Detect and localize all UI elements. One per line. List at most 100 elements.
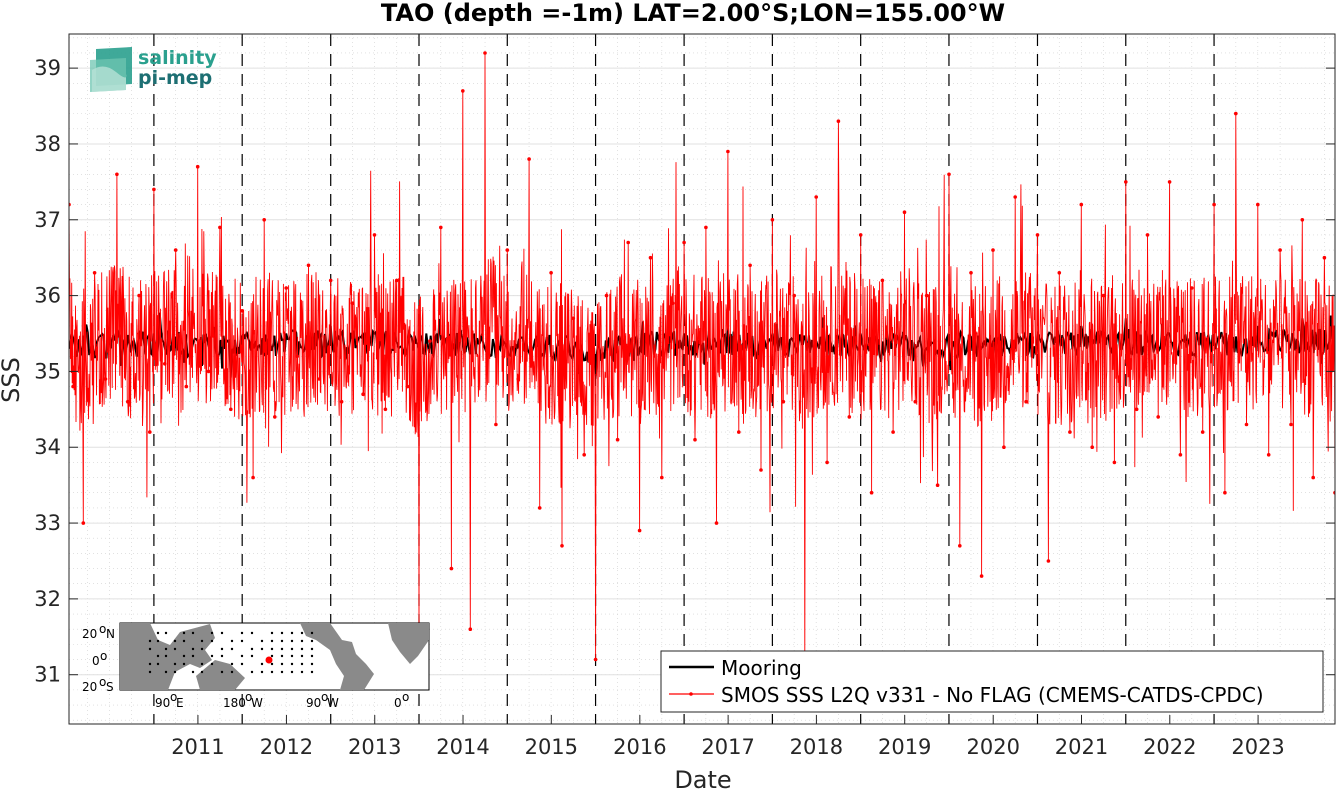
- smos-point: [670, 301, 675, 306]
- smos-point: [273, 415, 277, 419]
- smos-point: [206, 369, 211, 374]
- smos-point: [924, 293, 929, 298]
- smos-point: [229, 407, 233, 412]
- smos-point: [1234, 111, 1238, 116]
- array-site-dot: [280, 670, 284, 674]
- svg-text:180: 180: [223, 696, 246, 710]
- smos-point: [350, 301, 355, 306]
- x-tick-label: 2019: [878, 735, 931, 759]
- smos-point: [163, 362, 167, 366]
- array-site-dot: [156, 639, 160, 643]
- smos-point: [913, 399, 918, 404]
- y-tick-label: 35: [34, 359, 61, 383]
- smos-point: [792, 293, 796, 298]
- smos-point: [1145, 233, 1150, 237]
- smos-point: [251, 475, 255, 480]
- smos-point: [1068, 430, 1072, 434]
- smos-point: [1244, 422, 1249, 427]
- smos-point: [195, 164, 200, 169]
- array-site-dot: [310, 647, 314, 651]
- smos-point: [726, 149, 730, 154]
- smos-point: [126, 399, 130, 404]
- smos-point: [1156, 415, 1160, 419]
- svg-text:0: 0: [92, 654, 100, 668]
- smos-point: [714, 521, 719, 525]
- smos-point: [468, 627, 473, 631]
- svg-text:20: 20: [82, 627, 97, 641]
- array-site-dot: [310, 662, 314, 666]
- svg-text:o: o: [321, 690, 328, 704]
- array-site-dot: [191, 647, 195, 651]
- smos-point: [549, 271, 553, 275]
- smos-point: [372, 233, 377, 237]
- smos-point: [1013, 195, 1017, 199]
- x-tick-label: 2021: [1055, 735, 1108, 759]
- array-site-dot: [300, 670, 304, 674]
- array-site-dot: [250, 647, 254, 651]
- mooring-location-marker: [265, 656, 273, 664]
- svg-text:o: o: [99, 622, 106, 636]
- array-site-dot: [310, 639, 314, 643]
- smos-point: [527, 157, 531, 161]
- smos-point: [81, 521, 86, 525]
- array-site-dot: [220, 647, 224, 651]
- array-site-dot: [148, 670, 152, 674]
- smos-point: [1223, 490, 1227, 495]
- smos-point: [317, 377, 322, 381]
- smos-point: [483, 51, 487, 55]
- array-site-dot: [270, 647, 274, 651]
- array-site-dot: [164, 647, 168, 651]
- x-tick-label: 2017: [701, 735, 754, 759]
- array-site-dot: [300, 647, 304, 651]
- smos-point: [1101, 293, 1106, 298]
- smos-point: [1124, 180, 1128, 184]
- svg-text:o: o: [170, 690, 177, 704]
- array-site-dot: [270, 631, 274, 635]
- smos-point: [880, 278, 885, 283]
- array-site-dot: [182, 662, 186, 666]
- smos-point: [582, 453, 586, 457]
- array-site-dot: [260, 647, 264, 651]
- svg-text:90: 90: [155, 696, 170, 710]
- array-site-dot: [310, 670, 314, 674]
- array-site-dot: [280, 631, 284, 635]
- smos-point: [361, 392, 365, 397]
- array-site-dot: [173, 639, 177, 643]
- smos-point: [262, 218, 267, 222]
- x-tick-label: 2020: [966, 735, 1019, 759]
- smos-point: [148, 430, 152, 434]
- smos-point: [152, 187, 156, 192]
- array-site-dot: [173, 662, 177, 666]
- smos-point: [593, 657, 598, 662]
- smos-point: [781, 399, 786, 404]
- array-site-dot: [210, 639, 214, 643]
- x-tick-label: 2011: [171, 735, 224, 759]
- smos-point: [1057, 271, 1062, 275]
- smos-point: [516, 377, 520, 381]
- smos-point: [1311, 475, 1315, 480]
- smos-point: [1167, 180, 1172, 184]
- svg-text:E: E: [176, 696, 184, 710]
- smos-point: [1300, 218, 1305, 222]
- smos-point: [693, 437, 697, 442]
- array-site-dot: [290, 654, 294, 658]
- array-site-dot: [191, 670, 195, 674]
- array-site-dot: [280, 647, 284, 651]
- smos-point: [1200, 430, 1205, 434]
- array-site-dot: [290, 670, 294, 674]
- smos-point: [1090, 445, 1094, 450]
- svg-text:W: W: [251, 696, 263, 710]
- svg-text:90: 90: [306, 696, 321, 710]
- smos-point: [748, 263, 752, 268]
- array-site-dot: [310, 631, 314, 635]
- smos-point: [869, 490, 874, 495]
- array-site-dot: [210, 631, 214, 635]
- smos-point: [891, 430, 895, 434]
- array-site-dot: [200, 670, 204, 674]
- array-site-dot: [210, 654, 214, 658]
- legend-smos-label: SMOS SSS L2Q v331 - No FLAG (CMEMS-CATDS…: [721, 683, 1264, 707]
- smos-point: [1190, 286, 1194, 290]
- y-tick-label: 31: [34, 663, 61, 687]
- array-site-dot: [230, 639, 234, 643]
- smos-point: [92, 271, 97, 275]
